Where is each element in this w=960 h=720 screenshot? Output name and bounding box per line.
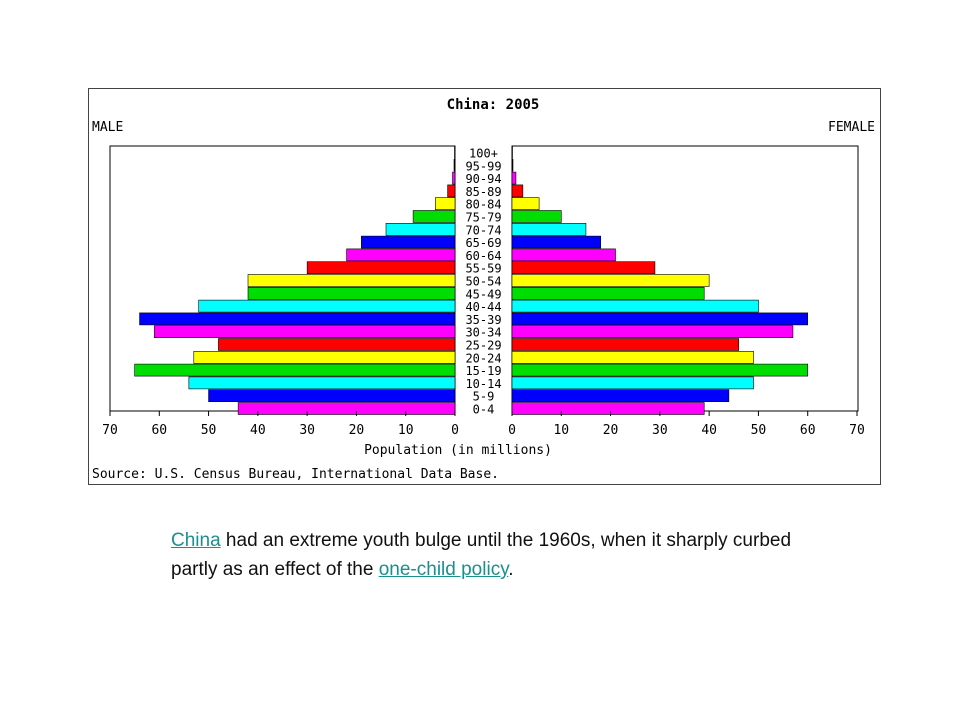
source-note: Source: U.S. Census Bureau, Internationa… [92, 467, 499, 482]
age-label-60-64: 60-64 [465, 249, 501, 263]
male-bar-80-84 [434, 197, 456, 210]
female-bar-40-44 [511, 299, 759, 313]
age-label-70-74: 70-74 [465, 223, 501, 237]
age-label-95-99: 95-99 [465, 159, 501, 173]
chart-title: China: 2005 [447, 97, 540, 113]
female-bar-10-14 [511, 376, 754, 390]
age-label-10-14: 10-14 [465, 377, 501, 391]
male-bar-95-99 [453, 159, 456, 172]
age-labels: 100+95-9990-9485-8980-8475-7970-7465-696… [465, 147, 501, 417]
male-tick-label: 30 [299, 423, 315, 438]
female-bar-85-89 [511, 184, 524, 198]
female-bar-55-59 [511, 261, 656, 274]
x-axis-label: Population (in millions) [364, 443, 552, 458]
age-label-80-84: 80-84 [465, 198, 501, 212]
male-bar-85-89 [447, 184, 456, 198]
age-label-30-34: 30-34 [465, 326, 501, 340]
age-label-85-89: 85-89 [465, 185, 501, 199]
china-link[interactable]: China [171, 530, 221, 551]
male-bar-55-59 [306, 261, 456, 274]
female-tick-label: 50 [751, 423, 767, 438]
female-bar-20-24 [511, 350, 754, 364]
male-bar-15-19 [134, 363, 456, 377]
male-bar-10-14 [188, 376, 456, 390]
male-bar-40-44 [198, 299, 456, 313]
male-tick-label: 70 [102, 423, 118, 438]
male-tick-label: 20 [349, 423, 365, 438]
female-tick-label: 60 [800, 423, 816, 438]
age-label-100+: 100+ [469, 147, 498, 161]
caption-paragraph: China had an extreme youth bulge until t… [171, 526, 811, 584]
age-label-25-29: 25-29 [465, 339, 501, 353]
male-tick-label: 40 [250, 423, 266, 438]
age-label-15-19: 15-19 [465, 364, 501, 378]
female-tick-label: 20 [603, 423, 619, 438]
population-pyramid-chart: China: 2005 MALE FEMALE 100+ 95-99 90-94 85… [88, 88, 881, 485]
female-bar-80-84 [511, 197, 540, 210]
female-tick-label: 10 [553, 423, 569, 438]
female-bar-90-94 [511, 171, 517, 185]
male-bars [134, 146, 456, 415]
male-label: MALE [92, 120, 123, 135]
age-label-90-94: 90-94 [465, 172, 501, 186]
chart-svg: China: 2005 MALE FEMALE 100+95-9990-9485… [92, 97, 875, 482]
male-bar-45-49 [247, 287, 456, 300]
female-bar-75-79 [511, 210, 562, 223]
caption-text: had an extreme youth bulge until the 196… [171, 530, 792, 580]
age-label-20-24: 20-24 [465, 351, 501, 365]
female-tick-label: 40 [701, 423, 717, 438]
female-bar-15-19 [511, 363, 809, 377]
age-label-55-59: 55-59 [465, 262, 501, 276]
male-axis-ticks: 70 60 50 40 30 20 10 0 [102, 411, 459, 438]
female-bar-65-69 [511, 235, 602, 249]
male-bar-75-79 [412, 210, 456, 223]
male-tick-label: 50 [201, 423, 217, 438]
male-bar-50-54 [247, 274, 456, 287]
male-bar-5-9 [208, 389, 456, 403]
female-bar-5-9 [511, 389, 730, 403]
male-bar-60-64 [346, 248, 456, 262]
female-tick-label: 30 [652, 423, 668, 438]
age-label-5-9: 5-9 [473, 390, 495, 404]
male-tick-label: 10 [398, 423, 414, 438]
female-bar-60-64 [511, 248, 616, 262]
female-bar-50-54 [511, 274, 710, 287]
male-bar-20-24 [193, 350, 456, 364]
caption-period: . [508, 559, 514, 580]
one-child-policy-link[interactable]: one-child policy [378, 559, 509, 580]
age-label-75-79: 75-79 [465, 211, 501, 225]
female-tick-label: 0 [508, 423, 516, 438]
female-bar-70-74 [511, 223, 587, 236]
male-bar-30-34 [154, 325, 456, 338]
age-label-45-49: 45-49 [465, 287, 501, 301]
age-label-50-54: 50-54 [465, 275, 501, 289]
age-label-65-69: 65-69 [465, 236, 501, 250]
female-bar-25-29 [511, 338, 740, 351]
female-bar-30-34 [511, 325, 794, 338]
male-bar-65-69 [361, 235, 456, 249]
male-tick-label: 0 [451, 423, 459, 438]
age-label-0-4: 0-4 [473, 403, 495, 417]
female-bar-0-4 [511, 402, 705, 415]
male-bar-35-39 [139, 312, 456, 326]
male-tick-label: 60 [151, 423, 167, 438]
age-label-40-44: 40-44 [465, 300, 501, 314]
female-label: FEMALE [828, 120, 875, 135]
female-tick-label: 70 [849, 423, 865, 438]
male-bar-70-74 [385, 223, 456, 236]
age-label-35-39: 35-39 [465, 313, 501, 327]
female-bar-95-99 [511, 159, 514, 172]
male-bar-25-29 [218, 338, 456, 351]
female-bar-45-49 [511, 287, 705, 300]
female-bar-35-39 [511, 312, 809, 326]
male-bar-0-4 [237, 402, 456, 415]
male-bar-90-94 [452, 171, 456, 185]
female-bars [511, 146, 809, 415]
female-axis-ticks: 0 10 20 30 40 50 60 70 [508, 411, 865, 438]
